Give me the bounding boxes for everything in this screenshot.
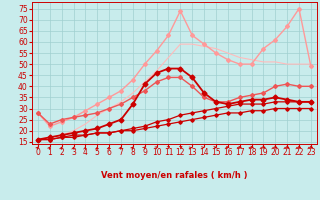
X-axis label: Vent moyen/en rafales ( km/h ): Vent moyen/en rafales ( km/h ) bbox=[101, 171, 248, 180]
